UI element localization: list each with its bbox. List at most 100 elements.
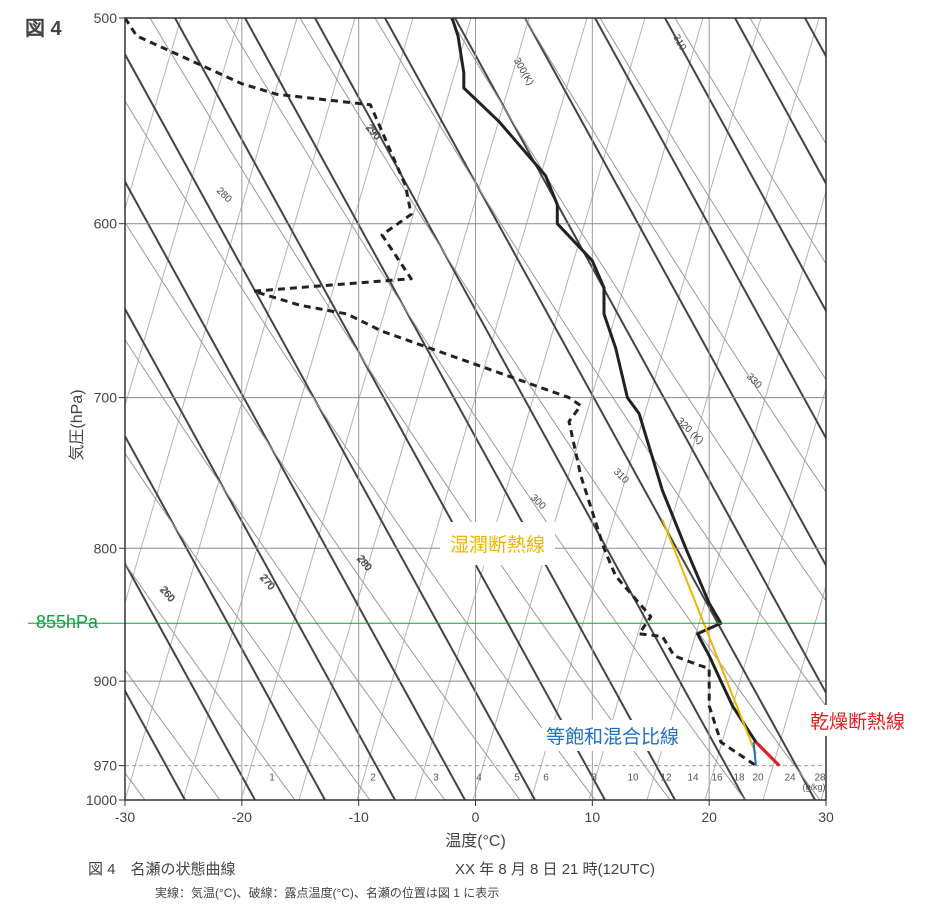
- isotherm-line: [646, 189, 826, 800]
- moist-adiabat-ref-line: [661, 519, 757, 755]
- dry-adiabat-line: [125, 434, 326, 800]
- mixing-ratio-tick-label: 1: [269, 773, 275, 784]
- isotherm-line: [298, 18, 530, 800]
- moist-adiabat-label: 湿潤断熱線: [440, 522, 556, 565]
- y-tick-label: 1000: [86, 792, 117, 808]
- isotherm-line: [125, 18, 240, 408]
- figure-caption: 図 4 名瀬の状態曲線: [88, 861, 236, 878]
- x-tick-label: -30: [115, 809, 135, 825]
- mixing-ratio-tick-label: 16: [711, 773, 723, 784]
- isotherm-line: [182, 18, 414, 800]
- moist-adiabat-line: [524, 18, 826, 493]
- moist-adiabat-value-label: 300: [528, 492, 548, 512]
- x-tick-label: 10: [585, 809, 601, 825]
- moist-adiabat-value-label: 260: [157, 584, 177, 604]
- mixing-ratio-tick-label: 12: [660, 773, 672, 784]
- isotherm-line: [0, 18, 65, 800]
- moist-adiabat-line: [125, 452, 371, 800]
- mixing-ratio-tick-label: 3: [433, 773, 439, 784]
- x-tick-label: 30: [818, 809, 834, 825]
- mixing-ratio-tick-label: 2: [370, 773, 376, 784]
- moist-adiabat-line: [125, 562, 296, 800]
- isotherm-line: [879, 18, 947, 800]
- dry-adiabat-ref-line: [754, 741, 781, 767]
- y-tick-label: 900: [94, 673, 118, 689]
- temperature-line: [450, 18, 781, 767]
- mixing-ratio-unit: (g/kg): [802, 782, 825, 792]
- mixing-ratio-tick-label: 24: [784, 773, 796, 784]
- isotherm-line: [588, 18, 820, 800]
- y-tick-label: 600: [94, 216, 118, 232]
- moist-adiabat-line: [749, 18, 826, 145]
- moist-adiabat-line: [125, 338, 446, 800]
- isotherm-line: [820, 781, 826, 800]
- moist-adiabat-value-label: 280: [214, 185, 234, 205]
- moist-adiabat-line: [299, 18, 821, 800]
- y-tick-label: 970: [94, 758, 118, 774]
- x-tick-label: -10: [349, 809, 369, 825]
- isotherm-line: [0, 18, 7, 800]
- mixing-ratio-tick-label: 10: [627, 773, 639, 784]
- moist-adiabat-value-label: 270: [257, 572, 277, 592]
- y-tick-label: 800: [94, 540, 118, 556]
- moist-adiabat-line: [374, 18, 826, 707]
- mixing-ratio-tick-label: 5: [514, 773, 520, 784]
- mixing-ratio-tick-label: 20: [752, 773, 764, 784]
- moist-adiabat-line: [125, 669, 221, 800]
- dewpoint-line: [125, 18, 757, 767]
- moist-adiabat-line: [599, 18, 826, 381]
- moist-adiabat-line: [125, 221, 521, 800]
- moist-adiabat-line: [449, 18, 826, 602]
- figure-label: 図 4: [25, 18, 62, 40]
- moist-adiabat-line: [125, 100, 596, 800]
- dry-adiabat-line: [734, 18, 826, 186]
- mixing-ratio-tick-label: 4: [476, 773, 482, 784]
- y-tick-label: 500: [94, 10, 118, 26]
- dry-adiabat-line: [524, 18, 826, 568]
- dry-adiabat-line: [664, 18, 826, 313]
- dry-adiabat-line: [244, 18, 676, 800]
- isotherm-line: [937, 18, 947, 800]
- dry-adiabat-line: [125, 688, 186, 800]
- isotherm-line: [472, 18, 704, 800]
- mixing-ratio-label: 等飽和混合比線: [542, 720, 684, 751]
- mixing-ratio-tick-label: 8: [591, 773, 597, 784]
- x-tick-label: -20: [232, 809, 252, 825]
- dry-adiabat-line: [594, 18, 826, 441]
- isotherm-line: [125, 18, 298, 605]
- dry-adiabat-line: [174, 18, 606, 800]
- level-855-label: 855hPa: [36, 612, 99, 632]
- x-tick-label: 0: [472, 809, 480, 825]
- dry-adiabat-line: [875, 18, 947, 800]
- isotherm-line: [240, 18, 472, 800]
- dry-adiabat-line: [125, 179, 466, 800]
- dry-adiabat-line: [125, 306, 396, 800]
- dry-adiabat-label: 乾燥断熱線: [806, 705, 910, 736]
- mixing-ratio-ref-line: [752, 742, 757, 766]
- mixing-ratio-tick-label: 28: [814, 773, 826, 784]
- mixing-ratio-tick-label: 6: [543, 773, 549, 784]
- x-tick-label: 20: [701, 809, 717, 825]
- dry-adiabat-line: [384, 18, 816, 800]
- figure-time: XX 年 8 月 8 日 21 時(12UTC): [455, 861, 656, 878]
- moist-adiabat-line: [674, 18, 826, 265]
- dry-adiabat-line: [0, 18, 45, 800]
- dry-adiabat-line: [125, 561, 256, 800]
- moist-adiabat-line: [0, 18, 70, 800]
- moist-adiabat-value-label: 330: [744, 371, 764, 391]
- dry-adiabat-value-label: 300(K): [511, 56, 536, 87]
- dry-adiabat-line: [454, 18, 826, 695]
- moist-adiabat-line: [224, 18, 746, 800]
- mixing-ratio-tick-label: 18: [733, 773, 745, 784]
- isotherm-line: [530, 18, 762, 800]
- dry-adiabat-line: [314, 18, 746, 800]
- plot-area: [0, 18, 947, 800]
- isotherm-line: [125, 18, 182, 211]
- mixing-ratio-tick-label: 14: [687, 773, 699, 784]
- figure-note: 実線：気温(°C)、破線：露点温度(°C)、名瀬の位置は図 1 に表示: [155, 886, 500, 900]
- isotherm-line: [762, 584, 826, 800]
- x-axis-label: 温度(°C): [445, 832, 506, 850]
- moist-adiabat-line: [824, 18, 826, 21]
- moist-adiabat-line: [900, 18, 947, 800]
